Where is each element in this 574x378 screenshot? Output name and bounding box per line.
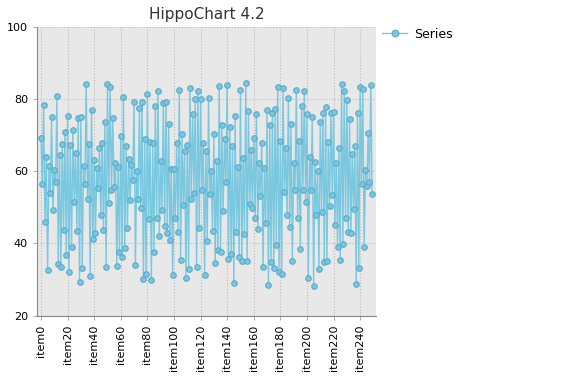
- Legend: Series: Series: [382, 28, 452, 41]
- Series: [37, 135, 44, 140]
- Series: [92, 231, 99, 235]
- Series: [369, 192, 375, 197]
- Series: [170, 166, 177, 171]
- Title: HippoChart 4.2: HippoChart 4.2: [149, 7, 265, 22]
- Series: [358, 181, 365, 186]
- Series: [267, 260, 274, 265]
- Series: [229, 144, 236, 148]
- Line: Series: Series: [38, 80, 375, 288]
- Series: [310, 284, 317, 288]
- Series: [242, 81, 249, 85]
- Series: [174, 229, 181, 234]
